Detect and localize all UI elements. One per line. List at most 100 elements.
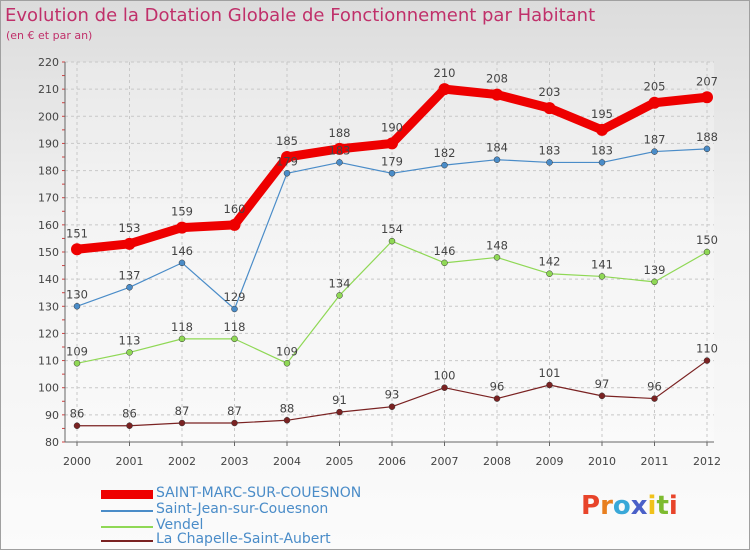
data-point-2	[598, 273, 606, 280]
x-tick-label: 2007	[431, 455, 459, 468]
data-label-3: 101	[539, 366, 561, 380]
data-label-0: 208	[486, 72, 508, 86]
data-point-3	[598, 392, 606, 400]
data-point-0	[281, 151, 293, 163]
x-tick-label: 2004	[273, 455, 301, 468]
data-point-3	[231, 419, 238, 427]
data-label-3: 91	[332, 393, 347, 407]
data-point-3	[703, 357, 711, 364]
data-point-0	[71, 243, 83, 256]
data-point-0	[596, 123, 608, 136]
logo-letter: t	[656, 491, 669, 521]
data-point-3	[336, 408, 343, 416]
legend-label-saint-marc: SAINT-MARC-SUR-COUESNON	[156, 485, 362, 501]
data-label-0: 160	[224, 202, 246, 216]
data-label-1: 130	[66, 287, 88, 301]
data-point-3	[73, 422, 81, 429]
legend-swatch-vendel	[101, 526, 153, 528]
y-tick-label: 220	[38, 56, 59, 69]
data-point-1	[493, 156, 501, 163]
data-point-2	[126, 349, 133, 356]
y-tick-label: 190	[38, 137, 59, 150]
y-tick-label: 200	[38, 110, 59, 123]
data-point-0	[176, 221, 188, 234]
data-label-3: 93	[385, 388, 400, 402]
data-point-3	[283, 417, 291, 424]
data-label-2: 141	[591, 257, 613, 271]
data-label-2: 109	[276, 344, 298, 358]
data-point-1	[283, 170, 291, 177]
y-tick-label: 90	[45, 409, 59, 422]
legend-swatch-saint-jean	[101, 510, 153, 512]
logo-letter: i	[668, 491, 678, 521]
data-point-2	[651, 278, 658, 286]
y-tick-label: 110	[38, 355, 59, 368]
data-label-1: 129	[224, 290, 246, 304]
data-label-1: 179	[276, 154, 298, 168]
x-tick-label: 2001	[116, 455, 144, 468]
legend-label-saint-jean: Saint-Jean-sur-Couesnon	[156, 501, 329, 517]
data-point-0	[648, 96, 661, 109]
x-tick-label: 2008	[483, 455, 511, 468]
data-point-1	[336, 159, 343, 166]
data-point-1	[441, 161, 448, 169]
data-label-0: 203	[539, 85, 561, 99]
legend-swatch-la-chapelle	[101, 540, 153, 542]
y-tick-label: 180	[38, 165, 59, 178]
y-tick-label: 150	[38, 246, 59, 259]
data-label-1: 146	[171, 244, 193, 258]
y-tick-label: 100	[38, 382, 59, 395]
data-label-1: 184	[486, 141, 508, 155]
data-point-2	[388, 237, 396, 245]
data-label-2: 109	[66, 344, 88, 358]
data-label-2: 142	[539, 255, 561, 269]
data-label-2: 154	[381, 222, 403, 236]
data-label-2: 150	[696, 233, 718, 247]
y-tick-label: 80	[45, 436, 59, 449]
data-label-0: 185	[276, 134, 298, 148]
data-label-2: 146	[434, 244, 456, 258]
data-label-0: 188	[329, 126, 351, 140]
data-label-3: 88	[280, 401, 295, 415]
data-point-2	[73, 360, 81, 367]
data-label-3: 110	[696, 342, 718, 356]
data-label-2: 113	[119, 333, 141, 347]
data-label-3: 96	[647, 380, 662, 394]
data-label-1: 182	[434, 146, 456, 160]
data-label-3: 97	[595, 377, 610, 391]
logo-letter: o	[612, 491, 631, 521]
y-tick-label: 210	[38, 83, 59, 96]
data-point-0	[491, 88, 503, 101]
logo-letter: r	[600, 491, 613, 521]
data-point-3	[178, 419, 186, 427]
data-point-1	[546, 159, 553, 166]
data-label-0: 153	[119, 221, 141, 235]
x-tick-label: 2003	[221, 455, 249, 468]
data-label-0: 159	[171, 205, 193, 219]
y-tick-label: 140	[38, 273, 59, 286]
data-point-1	[231, 305, 238, 313]
y-tick-label: 170	[38, 192, 59, 205]
data-label-3: 86	[70, 407, 85, 421]
data-point-1	[178, 259, 186, 267]
data-point-0	[228, 218, 241, 231]
logo-letter: i	[647, 491, 657, 521]
data-point-2	[546, 270, 553, 277]
x-tick-label: 2009	[536, 455, 564, 468]
y-tick-label: 130	[38, 300, 59, 313]
data-point-2	[703, 248, 711, 256]
data-label-3: 87	[227, 404, 242, 418]
data-point-1	[598, 159, 606, 166]
data-point-3	[441, 384, 448, 391]
data-point-1	[126, 284, 133, 291]
x-tick-label: 2002	[168, 455, 196, 468]
data-point-3	[493, 395, 501, 402]
x-tick-label: 2000	[63, 455, 91, 468]
data-label-2: 139	[644, 263, 666, 277]
data-point-2	[441, 259, 448, 267]
data-point-0	[543, 102, 556, 115]
data-label-1: 137	[119, 268, 141, 282]
data-label-3: 96	[490, 380, 505, 394]
chart-title: Evolution de la Dotation Globale de Fonc…	[5, 5, 596, 26]
